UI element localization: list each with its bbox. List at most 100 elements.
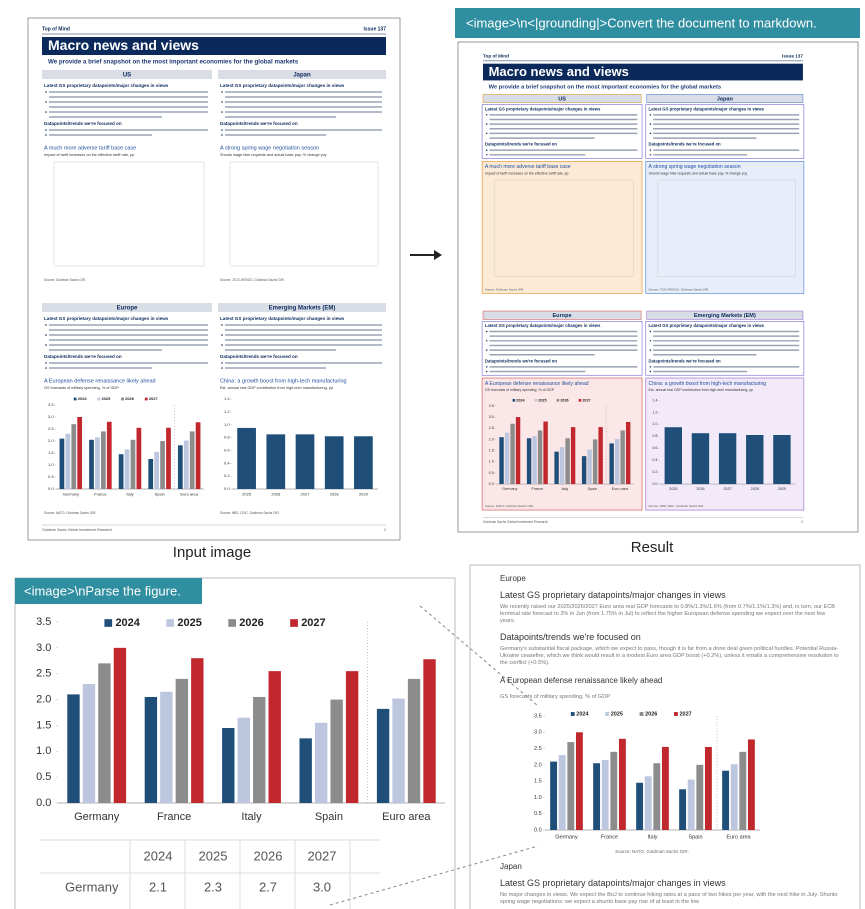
- y-tick-label: 1.0: [36, 745, 51, 757]
- table-cell: Germany: [65, 879, 119, 894]
- bar: [598, 427, 603, 485]
- legend-swatch: [104, 619, 113, 627]
- bullet: [45, 362, 47, 364]
- chart-title: A strong spring wage negotiation season: [649, 164, 741, 170]
- bar: [609, 443, 614, 485]
- bar: [625, 421, 631, 485]
- legend-label: 2025: [611, 711, 623, 717]
- x-tick-label: Spain: [315, 811, 343, 823]
- x-tick-label: 2029: [359, 491, 369, 496]
- doc-title: Macro news and views: [489, 64, 629, 79]
- section-band: [646, 310, 804, 320]
- doc-header: Top of Mind: [42, 26, 70, 32]
- bullet: [485, 330, 488, 333]
- bullet: [485, 370, 488, 373]
- bar: [295, 434, 315, 489]
- section-heading: Latest GS proprietary datapoints/major c…: [44, 316, 169, 321]
- bar: [175, 678, 189, 803]
- bar: [392, 698, 405, 803]
- bar: [166, 427, 171, 489]
- y-tick-label: 0.0: [652, 482, 657, 486]
- bullet: [649, 154, 652, 156]
- bar: [59, 438, 65, 489]
- section-band: [218, 70, 386, 79]
- chart-source: Source: Goldman Sachs GIR.: [44, 278, 86, 282]
- table-cell: 3.0: [313, 879, 331, 894]
- bullet: [221, 111, 223, 113]
- box: [481, 160, 643, 294]
- legend-swatch: [121, 397, 124, 401]
- x-tick-label: 2028: [330, 491, 340, 496]
- chart-title: A strong spring wage negotiation season: [220, 145, 319, 151]
- bullet: [45, 344, 47, 346]
- x-tick-label: Italy: [561, 487, 568, 491]
- bar: [330, 699, 343, 803]
- bullet: [649, 114, 652, 116]
- x-tick-label: Euro area: [612, 487, 629, 491]
- section-band: [42, 70, 212, 79]
- bar: [567, 742, 575, 830]
- bar: [504, 432, 510, 485]
- chart-subtitle: Est. annual real GDP contribution from h…: [649, 388, 754, 392]
- bullet: [45, 101, 47, 103]
- bar: [550, 761, 558, 830]
- input-label: Input image: [173, 544, 251, 561]
- section-name: Emerging Markets (EM): [694, 313, 756, 319]
- x-tick-label: 2025: [669, 487, 677, 491]
- y-tick-label: 0.8: [652, 434, 657, 438]
- bar: [575, 732, 583, 830]
- y-tick-label: 2.0: [48, 438, 54, 443]
- bar: [565, 438, 570, 485]
- y-tick-label: 1.0: [224, 422, 230, 427]
- doc-header: Issue 137: [363, 26, 386, 32]
- y-tick-label: 0.5: [489, 471, 494, 475]
- box: [645, 104, 805, 159]
- md-paragraph: No major changes in views. We expect the…: [500, 892, 838, 905]
- bar: [679, 789, 687, 830]
- bullet: [649, 132, 652, 135]
- bar: [71, 424, 77, 489]
- title-bar: [483, 63, 803, 81]
- y-tick-label: 3.0: [489, 415, 494, 419]
- bullet: [649, 366, 652, 368]
- x-tick-label: France: [532, 487, 544, 491]
- box: [645, 321, 805, 376]
- x-tick-label: Italy: [241, 811, 262, 823]
- legend-label: 2027: [582, 398, 590, 402]
- x-tick-label: Italy: [126, 491, 133, 496]
- section-sub: Datapoints/trends we're focused on: [44, 354, 122, 359]
- legend-label: 2027: [149, 396, 159, 401]
- x-tick-label: 2027: [301, 491, 311, 496]
- bar: [160, 441, 165, 489]
- chart-title: A European defense renaissance likely ah…: [44, 378, 156, 384]
- section-sub: Datapoints/trends we're focused on: [485, 358, 558, 363]
- bar: [423, 659, 436, 803]
- bar: [687, 779, 695, 830]
- x-tick-label: 2026: [696, 487, 704, 491]
- bar: [324, 436, 344, 489]
- table-cell: 2.7: [259, 879, 277, 894]
- legend-swatch: [97, 397, 101, 401]
- y-tick-label: 3.5: [534, 713, 542, 719]
- bullet: [485, 132, 488, 135]
- section-band: [646, 94, 804, 104]
- section-heading: Latest GS proprietary datapoints/major c…: [485, 106, 601, 111]
- chart-area: [657, 179, 796, 277]
- y-tick-label: 0.5: [36, 771, 51, 783]
- bar: [773, 435, 791, 485]
- y-tick-label: 1.5: [534, 779, 542, 785]
- section-heading: Latest GS proprietary datapoints/major c…: [220, 83, 345, 88]
- box: [481, 104, 643, 159]
- y-tick-label: 0.5: [48, 474, 54, 479]
- bar: [614, 438, 620, 485]
- bar: [89, 439, 94, 489]
- legend-swatch: [639, 712, 644, 716]
- section-sub: Datapoints/trends we're focused on: [649, 358, 722, 363]
- bullet: [221, 367, 223, 369]
- chart-source: Source: NBS, CEIC, Goldman Sachs GIR.: [220, 511, 280, 515]
- bar: [191, 658, 204, 803]
- md-paragraph: We recently raised our 2025/2026/2027 Eu…: [500, 604, 835, 624]
- section-name: Japan: [293, 73, 311, 79]
- bar: [499, 437, 504, 485]
- x-tick-label: Spain: [154, 491, 164, 496]
